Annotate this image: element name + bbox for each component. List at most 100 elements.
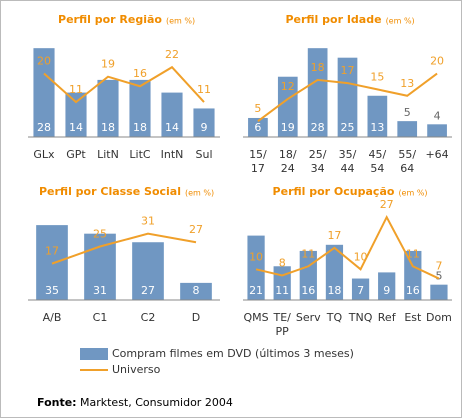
line-value-label: 11: [69, 83, 83, 96]
chart-title: Perfil por Classe Social: [39, 185, 181, 198]
x-tick-label: 18/: [279, 148, 297, 161]
line-value-label: 27: [380, 198, 394, 211]
bar-value-label: 18: [133, 121, 147, 134]
bar-value-label: 9: [383, 284, 390, 297]
bar-value-label: 19: [281, 121, 295, 134]
bar-value-label: 4: [434, 109, 441, 122]
chart-title-note: (em %): [166, 17, 195, 26]
legend-label: Universo: [112, 363, 161, 376]
x-tick-label: 34: [311, 162, 325, 175]
bar-value-label: 11: [275, 284, 289, 297]
source-text: Marktest, Consumidor 2004: [80, 396, 233, 409]
line-value-label: 10: [249, 250, 263, 263]
bar-value-label: 28: [37, 121, 51, 134]
bar-value-label: 27: [141, 284, 155, 297]
x-tick-label: 55/: [398, 148, 416, 161]
x-tick-label: Sul: [195, 148, 212, 161]
bar-value-label: 25: [341, 121, 355, 134]
bar: [427, 124, 447, 137]
bar-value-label: 16: [406, 284, 420, 297]
bar: [351, 278, 370, 300]
bar: [337, 57, 358, 138]
line-value-label: 27: [189, 223, 203, 236]
x-tick-label: 35/: [339, 148, 357, 161]
bar-value-label: 28: [311, 121, 325, 134]
x-tick-label: 24: [281, 162, 295, 175]
source-label: Fonte:: [37, 396, 77, 409]
bar-value-label: 8: [193, 284, 200, 297]
chart-title-note: (em %): [185, 189, 214, 198]
x-tick-label: GPt: [66, 148, 86, 161]
line-value-label: 20: [37, 55, 51, 68]
bar: [430, 284, 448, 300]
line-value-label: 16: [133, 67, 147, 80]
x-tick-label: 25/: [309, 148, 327, 161]
x-tick-label: GLx: [33, 148, 55, 161]
bar: [129, 79, 151, 137]
line-value-label: 7: [435, 260, 442, 273]
bar: [180, 282, 212, 300]
x-tick-label: Serv: [296, 311, 321, 324]
line-value-label: 31: [141, 215, 155, 228]
line-value-label: 11: [406, 247, 420, 260]
x-tick-label: 54: [370, 162, 384, 175]
line: [51, 232, 197, 265]
line-value-label: 12: [281, 80, 295, 93]
bar-value-label: 13: [370, 121, 384, 134]
line-value-label: 17: [327, 229, 341, 242]
x-tick-label: Ref: [378, 311, 397, 324]
x-tick-label: LitN: [97, 148, 119, 161]
x-tick-label: QMS: [243, 311, 268, 324]
line-value-label: 18: [311, 61, 325, 74]
x-tick-label: 45/: [369, 148, 387, 161]
bar: [161, 92, 183, 137]
bar-value-label: 18: [101, 121, 115, 134]
bar-value-label: 7: [357, 284, 364, 297]
bar: [193, 108, 215, 137]
bar-value-label: 5: [435, 270, 442, 283]
bar: [378, 272, 396, 300]
chart-title: Perfil por Idade: [285, 13, 381, 26]
x-tick-label: 15/: [249, 148, 267, 161]
line-value-label: 11: [197, 83, 211, 96]
x-tick-label: TE/: [272, 311, 291, 324]
bar: [36, 225, 68, 300]
bar-value-label: 35: [45, 284, 59, 297]
line: [255, 215, 440, 280]
x-tick-label: TQ: [326, 311, 343, 324]
line-value-label: 11: [301, 247, 315, 260]
x-tick-label: D: [192, 311, 200, 324]
x-tick-label: 17: [251, 162, 265, 175]
bar-value-label: 16: [301, 284, 315, 297]
line-value-label: 8: [279, 256, 286, 269]
legend-swatch: [80, 348, 108, 360]
line-value-label: 13: [400, 77, 414, 90]
bar: [65, 92, 87, 137]
x-tick-label: LitC: [129, 148, 150, 161]
bar-value-label: 9: [201, 121, 208, 134]
bar: [367, 95, 388, 137]
x-tick-label: +64: [425, 148, 448, 161]
legend-label: Compram filmes em DVD (últimos 3 meses): [112, 347, 354, 360]
bar: [132, 242, 164, 300]
bar-value-label: 14: [165, 121, 179, 134]
x-tick-label: Dom: [426, 311, 452, 324]
line-value-label: 20: [430, 55, 444, 68]
bar-value-label: 6: [254, 121, 261, 134]
x-tick-label: C2: [141, 311, 156, 324]
bar: [97, 79, 119, 137]
bar-value-label: 14: [69, 121, 83, 134]
x-tick-label: 44: [341, 162, 355, 175]
line-value-label: 5: [254, 102, 261, 115]
line-value-label: 17: [45, 245, 59, 258]
x-tick-label: IntN: [161, 148, 184, 161]
line-value-label: 17: [341, 64, 355, 77]
bar-value-label: 21: [249, 284, 263, 297]
x-tick-label: TNQ: [348, 311, 373, 324]
line-value-label: 19: [101, 58, 115, 71]
bar: [325, 244, 344, 300]
line-value-label: 15: [370, 70, 384, 83]
bar: [33, 48, 55, 138]
line-value-label: 22: [165, 48, 179, 61]
